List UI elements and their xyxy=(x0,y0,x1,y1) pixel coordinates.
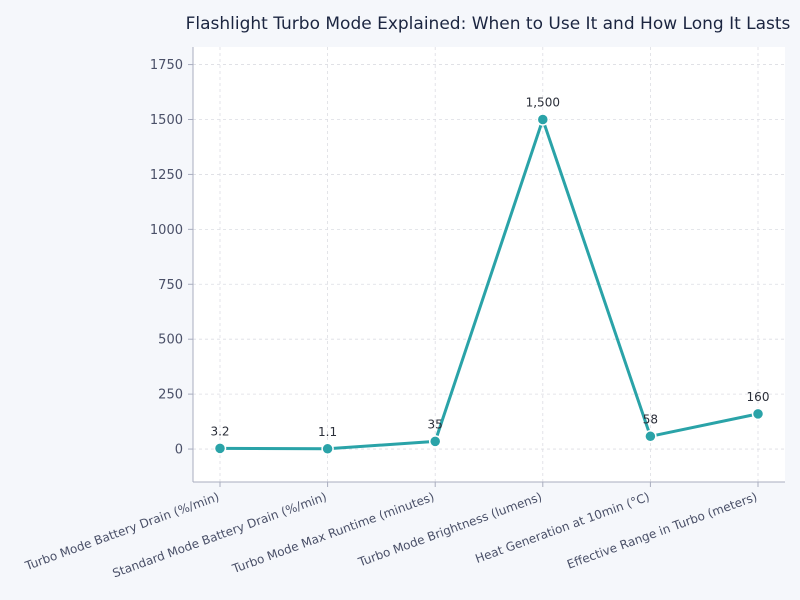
x-tick-label: Turbo Mode Max Runtime (minutes) xyxy=(230,490,437,577)
data-label: 160 xyxy=(747,390,770,404)
data-point xyxy=(213,442,227,455)
data-point xyxy=(644,430,657,443)
x-tick-label: Turbo Mode Brightness (lumens) xyxy=(356,490,544,570)
y-tick-label: 750 xyxy=(158,278,183,293)
y-tick-label: 1000 xyxy=(150,223,183,238)
series-line xyxy=(219,118,759,451)
data-label: 35 xyxy=(428,417,443,431)
data-point xyxy=(536,113,550,126)
data-point xyxy=(428,435,442,448)
data-label: 1,500 xyxy=(526,96,560,110)
data-point xyxy=(321,442,334,456)
y-tick-label: 1750 xyxy=(150,58,183,73)
x-tick-label: Turbo Mode Battery Drain (%/min) xyxy=(22,490,221,574)
x-tick-label: Effective Range in Turbo (meters) xyxy=(565,490,759,572)
x-tick-label: Heat Generation at 10min (°C) xyxy=(473,490,651,566)
y-axis-ticks: 0 250 500 750 1000 1250 1500 1750 xyxy=(150,58,193,458)
data-points xyxy=(213,113,765,456)
chart-title: Flashlight Turbo Mode Explained: When to… xyxy=(186,14,791,34)
data-labels: 3.2 1.1 35 1,500 58 160 xyxy=(210,96,769,439)
y-tick-label: 500 xyxy=(158,333,183,348)
y-tick-label: 1250 xyxy=(150,168,183,183)
data-label: 3.2 xyxy=(210,424,229,438)
data-label: 1.1 xyxy=(318,425,337,439)
y-tick-label: 0 xyxy=(175,443,183,458)
x-axis-ticks: Turbo Mode Battery Drain (%/min)Standard… xyxy=(22,482,759,580)
y-tick-label: 250 xyxy=(158,388,183,403)
data-label: 58 xyxy=(643,412,658,426)
data-point xyxy=(751,407,765,421)
y-tick-label: 1500 xyxy=(150,113,183,128)
plot-area xyxy=(193,47,785,482)
